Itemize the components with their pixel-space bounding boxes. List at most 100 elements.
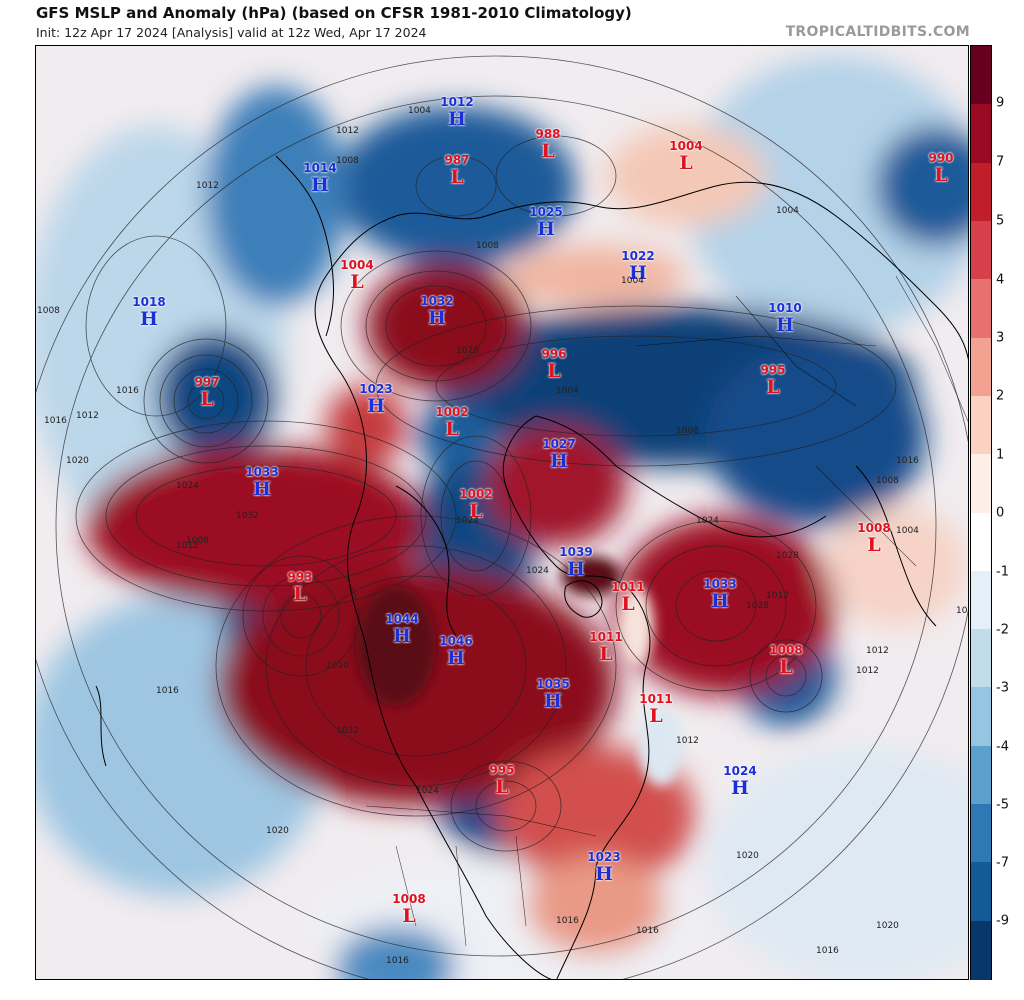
colorbar-segment [971, 745, 991, 805]
pressure-value: 1039 [559, 545, 593, 559]
pressure-value: 1002 [459, 487, 493, 501]
pressure-symbol: H [537, 218, 555, 240]
high-pressure-center: 1024 H [723, 765, 756, 799]
pressure-value: 1010 [768, 301, 802, 315]
high-pressure-center: 1018 H [132, 296, 165, 330]
pressure-value: 1023 [587, 850, 621, 864]
low-pressure-center: 988 L [535, 127, 561, 162]
colorbar-segment [971, 570, 991, 630]
colorbar-tick-label: 7 [996, 154, 1005, 170]
low-pressure-center: 1011 L [639, 693, 672, 727]
pressure-symbol: L [621, 593, 635, 615]
isobar-label: 1020 [326, 661, 349, 671]
isobar-label: 1008 [336, 156, 359, 166]
isobar-label: 1016 [44, 416, 67, 426]
colorbar-segment [971, 220, 991, 280]
high-pressure-center: 1012 H [440, 96, 473, 130]
low-pressure-center: 1008 L [857, 521, 891, 556]
isobar-label: 1020 [266, 826, 289, 836]
pressure-symbol: H [311, 174, 329, 196]
pressure-symbol: H [447, 647, 465, 669]
isobar-label: 1028 [746, 601, 769, 611]
credit-text: TROPICALTIDBITS.COM [785, 24, 970, 40]
pressure-symbol: L [469, 500, 483, 522]
colorbar-tick-label: -7 [996, 855, 1009, 871]
colorbar-segment [971, 104, 991, 164]
low-pressure-center: 990 L [928, 152, 953, 186]
isobar-label: 1012 [676, 736, 699, 746]
pressure-value: 1044 [385, 612, 419, 626]
isobar-label: 1020 [736, 851, 759, 861]
isobar-label: 1012 [196, 181, 219, 191]
low-pressure-center: 1011 L [611, 580, 645, 615]
colorbar-segment [971, 454, 991, 513]
high-pressure-center: 1023 H [587, 850, 621, 885]
low-pressure-center: 1008 L [769, 643, 803, 678]
colorbar-tick-label: -5 [996, 797, 1009, 813]
isobar-label: 1008 [956, 606, 968, 616]
colorbar-tick-label: -1 [996, 564, 1009, 580]
isobar-label: 1020 [876, 921, 899, 931]
pressure-value: 1027 [542, 437, 576, 451]
colorbar-segment [971, 395, 991, 455]
colorbar-tick-label: 3 [996, 330, 1005, 346]
colorbar-tick-label: 0 [996, 505, 1005, 521]
high-pressure-center: 1022 H [621, 250, 654, 284]
pressure-value: 996 [541, 347, 567, 361]
colorbar-segment [971, 687, 991, 747]
pressure-value: 1033 [703, 577, 737, 591]
colorbar-segment [971, 46, 991, 105]
isobar-label: 1016 [896, 456, 919, 466]
high-pressure-center: 1044 H [385, 612, 419, 647]
pressure-value: 1046 [439, 634, 473, 648]
pressure-symbol: H [253, 478, 271, 500]
low-pressure-center: 1008 L [392, 892, 426, 927]
pressure-symbol: L [445, 418, 459, 440]
pressure-value: 1025 [529, 205, 563, 219]
isobar-label: 1016 [156, 686, 179, 696]
pressure-symbol: H [731, 777, 749, 799]
pressure-value: 1008 [392, 892, 426, 906]
low-pressure-center: 1004 L [669, 139, 703, 174]
pressure-value: 1011 [589, 630, 623, 644]
isobar-label: 1008 [676, 426, 699, 436]
high-pressure-center: 1032 H [420, 295, 453, 329]
isobar-label: 1004 [896, 526, 919, 536]
colorbar-segment [971, 162, 991, 222]
isobar-label: 1024 [456, 516, 479, 526]
isobar-label: 1008 [476, 241, 499, 251]
isobar-label: 1016 [116, 386, 139, 396]
colorbar-segment [971, 337, 991, 397]
high-pressure-center: 1023 H [359, 383, 392, 417]
pressure-symbol: L [934, 164, 948, 186]
isobar-label: 1012 [766, 591, 789, 601]
pressure-value: 1035 [536, 677, 570, 691]
pressure-symbol: H [550, 450, 568, 472]
political-borders [365, 275, 968, 947]
pressure-value: 1011 [611, 580, 645, 594]
colorbar-segment [971, 512, 991, 572]
high-pressure-center: 1035 H [536, 677, 570, 712]
pressure-symbol: H [567, 558, 585, 580]
pressure-value: 988 [535, 127, 561, 141]
pressure-symbol: L [766, 376, 780, 398]
pressure-value: 995 [760, 363, 786, 377]
pressure-value: 1004 [669, 139, 703, 153]
pressure-symbol: L [867, 534, 881, 556]
isobar-label: 1004 [621, 276, 644, 286]
colorbar-tick-label: -9 [996, 913, 1009, 929]
isobar-label: 1028 [776, 551, 799, 561]
pressure-value: 1008 [769, 643, 803, 657]
high-pressure-center: 1039 H [559, 545, 593, 580]
pressure-symbol: H [711, 590, 729, 612]
pressure-value: 1008 [857, 521, 891, 535]
anomaly-accents [356, 556, 683, 786]
isobar-label: 1004 [776, 206, 799, 216]
low-pressure-center: 1002 L [435, 406, 468, 440]
isobar-label: 1024 [696, 516, 719, 526]
pressure-symbol: L [350, 271, 364, 293]
pressure-symbol: H [544, 690, 562, 712]
colorbar-tick-label: 2 [996, 388, 1005, 404]
isobar-label: 1024 [526, 566, 549, 576]
map-panel: 1012 H 988 L 987 L 1014 H 1004 L 990 L 1025 H 1022 H 100… [35, 45, 969, 980]
